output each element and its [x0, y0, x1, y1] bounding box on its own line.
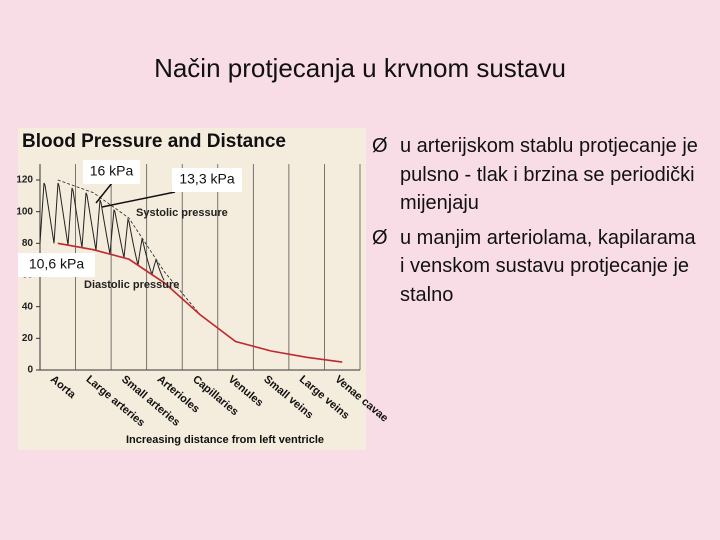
y-tick-label: 20 [22, 333, 34, 344]
series-label: Systolic pressure [136, 207, 228, 219]
annotation: 13,3 kPa [179, 171, 234, 187]
pulse-wave [39, 182, 165, 281]
bullet: u arterijskom stablu protjecanje je puls… [372, 132, 702, 218]
annotation-box [18, 253, 95, 277]
x-axis-label: Increasing distance from left ventricle [126, 434, 324, 446]
annotation-box [83, 160, 140, 184]
annotation: 10,6 kPa [29, 256, 84, 272]
y-tick-label: 100 [16, 206, 33, 217]
arrow [101, 191, 176, 208]
bullet: u manjim arteriolama, kapilarama i vensk… [372, 224, 702, 310]
y-tick-label: 80 [22, 238, 34, 249]
y-tick-label: 40 [22, 301, 34, 312]
figure-title: Blood Pressure and Distance [22, 131, 286, 152]
bullet-list: u arterijskom stablu protjecanje je puls… [372, 132, 702, 316]
arrow [95, 182, 113, 204]
annotation: 16 kPa [90, 163, 134, 179]
series-line [57, 242, 343, 363]
series-label: Diastolic pressure [84, 279, 179, 291]
y-tick-label: 0 [27, 365, 33, 376]
y-tick-label: 120 [16, 175, 33, 186]
slide-title: Način protjecanja u krvnom sustavu [154, 53, 566, 83]
annotation-box [172, 168, 242, 192]
